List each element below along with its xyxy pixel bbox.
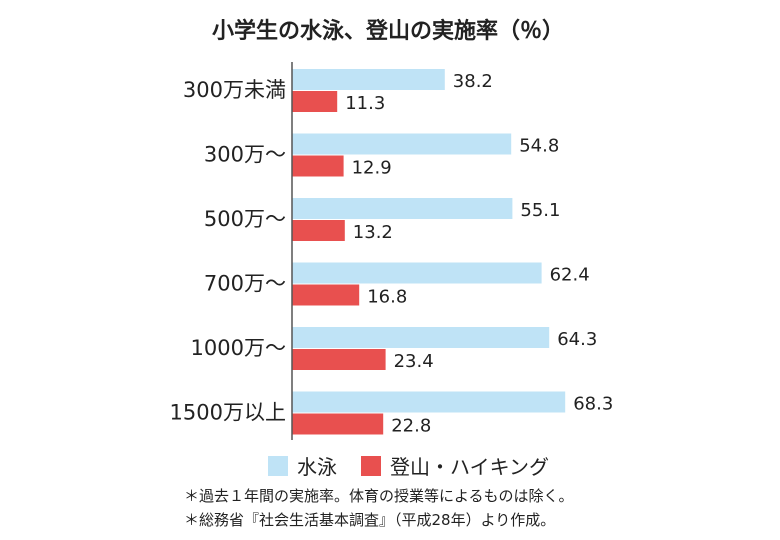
data-label-swimming: 38.2 (453, 71, 493, 92)
bar-swimming (292, 327, 550, 348)
data-label-hiking: 22.8 (391, 416, 431, 437)
bar-hiking (292, 91, 338, 112)
data-label-swimming: 62.4 (550, 265, 590, 286)
legend-item-hiking: 登山・ハイキング (361, 451, 549, 480)
bar-hiking (292, 349, 386, 370)
legend-swatch-swimming (268, 455, 288, 476)
bar-swimming (292, 391, 566, 413)
legend-label-swimming: 水泳 (297, 455, 337, 479)
footnote-1: ＊過去１年間の実施率。体育の授業等によるものは除く。 (184, 487, 574, 505)
legend-label-hiking: 登山・ハイキング (390, 455, 549, 479)
data-label-hiking: 11.3 (345, 93, 385, 114)
category-label: 700万～ (204, 272, 286, 296)
category-label: 1500万以上 (170, 401, 286, 425)
bar-swimming (292, 133, 512, 155)
data-label-swimming: 55.1 (520, 200, 560, 221)
category-label: 300万～ (204, 143, 286, 167)
data-label-swimming: 54.8 (519, 136, 559, 157)
category-label: 500万～ (204, 207, 286, 231)
category-label: 300万未満 (183, 78, 286, 102)
bar-swimming (292, 69, 445, 90)
bar-hiking (292, 220, 345, 241)
bar-swimming (292, 198, 513, 219)
bar-hiking (292, 413, 384, 435)
data-label-swimming: 68.3 (573, 394, 613, 415)
legend-swatch-hiking (361, 455, 381, 476)
bar-swimming (292, 262, 542, 284)
category-label: 1000万～ (191, 336, 286, 360)
data-label-hiking: 16.8 (367, 287, 407, 308)
footnote-2: ＊総務省『社会生活基本調査』（平成28年）より作成。 (184, 511, 556, 529)
legend-item-swimming: 水泳 (268, 451, 337, 480)
data-label-swimming: 64.3 (557, 329, 597, 350)
footnotes: ＊過去１年間の実施率。体育の授業等によるものは除く。 ＊総務省『社会生活基本調査… (184, 484, 574, 532)
data-label-hiking: 12.9 (352, 158, 392, 179)
data-label-hiking: 13.2 (353, 222, 393, 243)
chart-title: 小学生の水泳、登山の実施率（％） (212, 18, 564, 44)
bar-hiking (292, 155, 344, 177)
bar-hiking (292, 284, 360, 306)
data-label-hiking: 23.4 (394, 351, 434, 372)
legend: 水泳 登山・ハイキング (268, 451, 573, 480)
